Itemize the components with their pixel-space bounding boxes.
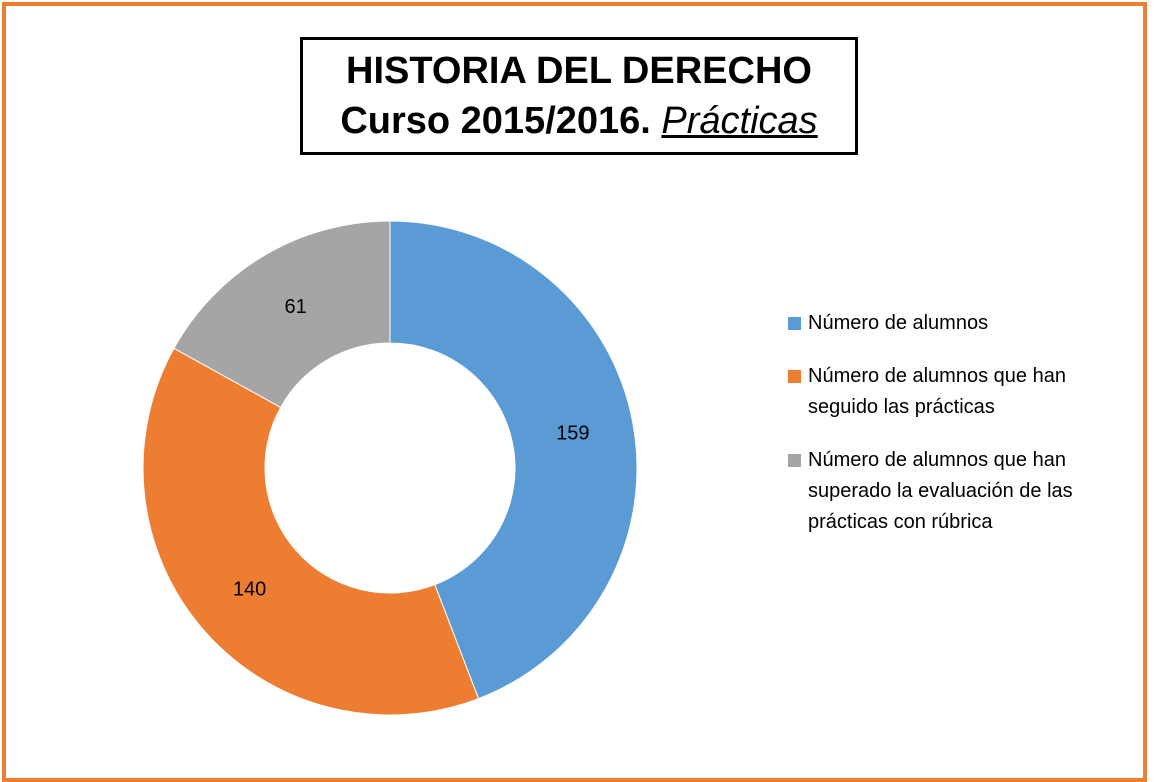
chart-title: HISTORIA DEL DERECHO (346, 50, 812, 92)
title-box: HISTORIA DEL DERECHO Curso 2015/2016. Pr… (300, 37, 858, 155)
data-label: 159 (556, 422, 589, 444)
legend-swatch (788, 370, 801, 383)
legend-label: Número de alumnos (808, 312, 989, 334)
donut-slice (173, 220, 391, 409)
legend-item: Número de alumnos que han superado la ev… (788, 445, 1128, 538)
legend-item: Número de alumnos (788, 308, 1128, 339)
legend-swatch (788, 317, 801, 330)
legend-label: Número de alumnos que han seguido las pr… (808, 365, 1066, 418)
donut-slice (389, 220, 638, 700)
legend-item: Número de alumnos que han seguido las pr… (788, 361, 1128, 423)
legend-swatch (788, 454, 801, 467)
subtitle-text: Curso 2015/2016. (340, 100, 651, 142)
donut-slice (142, 347, 480, 716)
legend: Número de alumnos Número de alumnos que h… (788, 308, 1128, 560)
subtitle-emphasis: Prácticas (661, 100, 818, 142)
chart-subtitle: Curso 2015/2016. Prácticas (303, 96, 855, 146)
data-label: 61 (284, 296, 306, 318)
legend-label: Número de alumnos que han superado la ev… (808, 449, 1073, 533)
data-label: 140 (233, 578, 266, 600)
